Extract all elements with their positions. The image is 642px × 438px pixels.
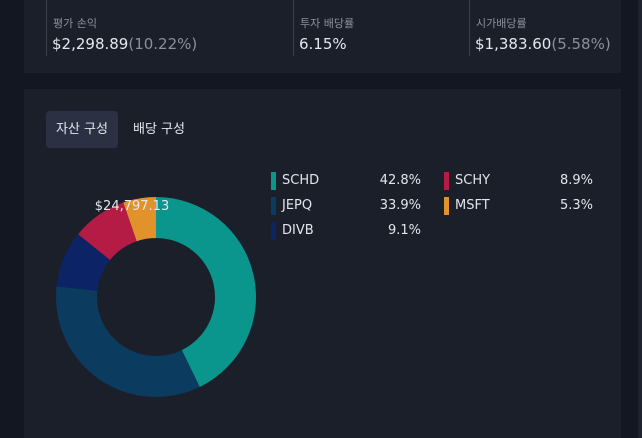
- legend-percent: 42.8%: [379, 173, 421, 188]
- legend-swatch: [271, 197, 276, 215]
- legend-percent: 5.3%: [559, 198, 593, 213]
- market-dividend-percent: (5.58%): [551, 35, 611, 53]
- legend-label: MSFT: [455, 198, 490, 213]
- tab-asset-composition[interactable]: 자산 구성: [46, 111, 118, 148]
- legend-label: SCHY: [455, 173, 491, 188]
- legend-swatch: [444, 172, 449, 190]
- dividend-rate-stat: 투자 배당률 6.15%: [293, 0, 450, 56]
- legend-swatch: [271, 222, 276, 240]
- summary-panel: 평가 손익 $2,298.89(10.22%) 투자 배당률 6.15% 시가배…: [24, 0, 621, 73]
- legend-percent: 8.9%: [559, 173, 593, 188]
- donut-slice-divb[interactable]: [56, 234, 111, 291]
- legend-item-msft[interactable]: MSFT 5.3%: [444, 197, 593, 215]
- legend-item-divb[interactable]: DIVB 9.1%: [271, 222, 421, 240]
- scrollbar[interactable]: [638, 0, 642, 438]
- legend-percent: 9.1%: [387, 223, 421, 238]
- eval-pl-stat: 평가 손익 $2,298.89(10.22%): [46, 0, 273, 56]
- legend-percent: 33.9%: [379, 198, 421, 213]
- donut-slice-jepq[interactable]: [56, 286, 200, 397]
- legend-label: JEPQ: [282, 198, 313, 213]
- legend-item-jepq[interactable]: JEPQ 33.9%: [271, 197, 421, 215]
- legend-label: DIVB: [282, 223, 314, 238]
- legend-swatch: [444, 197, 449, 215]
- eval-pl-value: $2,298.89(10.22%): [52, 35, 198, 53]
- donut-slice-schd[interactable]: [156, 197, 256, 387]
- legend-item-schy[interactable]: SCHY 8.9%: [444, 172, 593, 190]
- eval-pl-percent: (10.22%): [128, 35, 198, 53]
- legend-label: SCHD: [282, 173, 320, 188]
- dividend-rate-value: 6.15%: [299, 35, 347, 53]
- tab-dividend-composition[interactable]: 배당 구성: [133, 122, 185, 137]
- market-dividend-value: $1,383.60(5.58%): [475, 35, 611, 53]
- legend-swatch: [271, 172, 276, 190]
- donut-slice-schy[interactable]: [78, 202, 137, 260]
- dividend-rate-label: 투자 배당률: [300, 17, 355, 30]
- market-dividend-label: 시가배당률: [476, 17, 527, 30]
- eval-pl-label: 평가 손익: [53, 17, 97, 30]
- legend-item-schd[interactable]: SCHD 42.8%: [271, 172, 421, 190]
- donut-slice-msft[interactable]: [123, 197, 156, 242]
- donut-center-total: $24,797.13: [94, 199, 170, 214]
- market-dividend-stat: 시가배당률 $1,383.60(5.58%): [469, 0, 616, 56]
